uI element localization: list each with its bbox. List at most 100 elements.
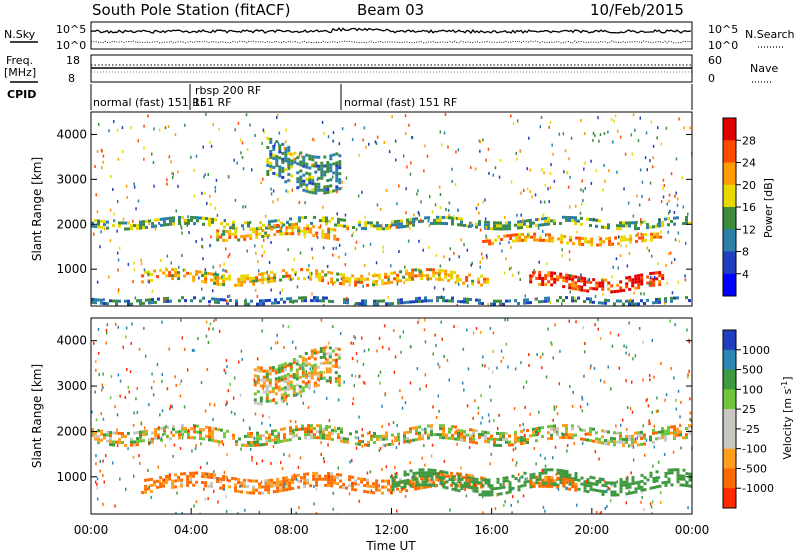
power-cell xyxy=(565,218,568,222)
velocity-cell xyxy=(342,486,346,490)
power-speckle xyxy=(362,244,365,248)
velocity-cell xyxy=(340,427,343,431)
velocity-cell xyxy=(147,487,151,491)
freq-left-label-1: Freq. xyxy=(6,54,33,67)
velocity-cell xyxy=(619,490,623,494)
power-speckle xyxy=(546,262,548,266)
power-cell xyxy=(326,188,330,191)
velocity-cell xyxy=(150,483,154,487)
power-speckle xyxy=(516,157,518,161)
power-cell xyxy=(187,221,190,225)
velocity-cell xyxy=(523,438,526,442)
velocity-cell xyxy=(154,431,157,434)
power-cell xyxy=(262,299,265,303)
velocity-cell xyxy=(664,432,667,436)
velocity-cell xyxy=(664,438,667,442)
velocity-speckle xyxy=(512,448,515,452)
power-cell xyxy=(539,235,543,239)
power-speckle xyxy=(311,256,314,260)
power-speckle xyxy=(662,195,665,199)
power-cell xyxy=(199,299,202,303)
velocity-speckle xyxy=(169,473,171,476)
velocity-speckle xyxy=(490,452,492,456)
velocity-cell xyxy=(589,481,593,485)
velocity-cell xyxy=(205,434,208,438)
velocity-cell xyxy=(363,484,367,487)
velocity-cell xyxy=(219,477,223,481)
power-cell xyxy=(346,225,349,229)
velocity-cell xyxy=(231,476,235,480)
power-cell xyxy=(646,298,649,302)
power-cell xyxy=(617,242,621,246)
power-cell xyxy=(529,274,533,278)
power-cell xyxy=(282,232,286,236)
power-speckle xyxy=(627,201,630,205)
power-cell xyxy=(658,274,662,278)
velocity-cell xyxy=(619,440,622,444)
power-speckle xyxy=(369,242,372,246)
velocity-cell xyxy=(234,486,238,490)
velocity-cell xyxy=(418,431,421,435)
power-cell xyxy=(462,281,466,285)
power-cell xyxy=(174,274,178,278)
velocity-speckle xyxy=(343,380,345,384)
velocity-cell xyxy=(313,366,317,370)
power-cell xyxy=(290,174,294,178)
power-speckle xyxy=(569,175,571,179)
velocity-cell xyxy=(112,431,115,435)
power-cell xyxy=(267,234,271,237)
power-speckle xyxy=(581,179,583,183)
power-cell xyxy=(343,301,346,304)
velocity-cell xyxy=(484,493,488,497)
velocity-cell xyxy=(679,477,683,481)
velocity-speckle xyxy=(508,480,511,484)
velocity-cell xyxy=(388,443,391,446)
power-cell xyxy=(400,298,403,302)
power-colorbar-swatch xyxy=(723,207,736,230)
velocity-speckle xyxy=(523,428,525,432)
power-speckle xyxy=(439,206,442,210)
power-cell xyxy=(335,170,339,174)
power-speckle xyxy=(212,289,214,293)
power-cell xyxy=(296,156,300,160)
power-speckle xyxy=(287,190,289,194)
power-cell xyxy=(332,153,336,157)
power-cell xyxy=(601,284,605,288)
power-speckle xyxy=(594,294,597,298)
velocity-cell xyxy=(124,435,127,438)
power-speckle xyxy=(116,200,119,203)
velocity-cell xyxy=(276,477,280,481)
velocity-cell xyxy=(589,430,592,434)
power-speckle xyxy=(410,161,412,165)
power-speckle xyxy=(228,294,231,298)
power-speckle xyxy=(433,286,436,290)
power-speckle xyxy=(113,120,115,124)
velocity-cell xyxy=(277,376,281,380)
power-cell xyxy=(229,299,232,302)
power-speckle xyxy=(375,261,378,265)
velocity-cell xyxy=(532,475,536,479)
power-speckle xyxy=(140,258,142,262)
power-cell xyxy=(279,229,283,233)
velocity-cell xyxy=(478,481,482,485)
power-cell xyxy=(541,217,544,221)
velocity-cell xyxy=(441,480,445,484)
power-cell xyxy=(308,154,312,158)
power-cell xyxy=(533,238,537,242)
velocity-speckle xyxy=(423,328,426,332)
power-speckle xyxy=(603,164,605,167)
velocity-cell xyxy=(316,371,320,375)
power-cell xyxy=(450,270,454,274)
velocity-cell xyxy=(399,478,403,482)
power-cell xyxy=(502,302,505,306)
velocity-cell xyxy=(439,479,443,482)
velocity-cell xyxy=(439,436,442,440)
velocity-cell xyxy=(328,437,331,441)
power-speckle xyxy=(363,264,366,267)
velocity-cell xyxy=(640,473,644,477)
velocity-speckle xyxy=(603,380,606,384)
velocity-speckle xyxy=(355,352,358,356)
power-speckle xyxy=(285,128,287,132)
velocity-cell xyxy=(291,478,295,481)
power-cell xyxy=(329,154,333,158)
